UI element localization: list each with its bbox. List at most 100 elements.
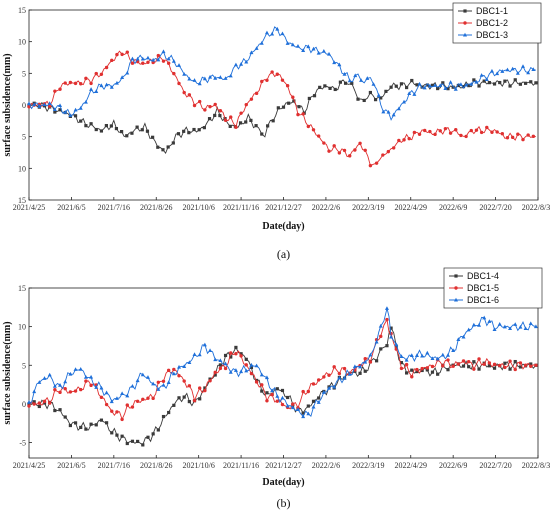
data-point [472, 367, 476, 371]
data-point [321, 48, 326, 53]
data-point [396, 106, 401, 111]
data-point [446, 358, 450, 362]
data-point [358, 364, 363, 369]
data-point [430, 356, 435, 361]
x-tick-label: 2022/6/9 [439, 203, 467, 212]
data-point [120, 75, 125, 80]
data-point [410, 375, 414, 379]
data-point [456, 362, 461, 366]
data-point [280, 78, 285, 82]
data-point [187, 399, 191, 404]
data-point [311, 128, 316, 132]
data-point [171, 371, 176, 376]
y-tick-label: 5 [22, 361, 26, 370]
data-point [99, 72, 104, 76]
data-point [192, 127, 196, 132]
data-point [368, 90, 373, 95]
data-point [529, 80, 533, 84]
data-point [505, 136, 510, 140]
data-point [223, 76, 228, 80]
data-point [182, 90, 186, 95]
data-point [218, 358, 223, 363]
data-point [42, 376, 47, 380]
data-point [285, 41, 290, 45]
data-point [528, 321, 533, 326]
data-point [52, 384, 57, 388]
data-point [467, 84, 471, 88]
data-point [32, 400, 36, 404]
data-point [409, 353, 414, 357]
data-point [285, 403, 290, 408]
data-point [430, 364, 435, 369]
data-point [474, 128, 479, 132]
data-point [120, 434, 124, 438]
data-point [208, 377, 212, 381]
data-point [145, 55, 150, 60]
data-point [516, 132, 520, 136]
data-point [244, 357, 248, 361]
legend-label: DBC1-2 [476, 18, 508, 28]
data-point [166, 368, 171, 373]
data-point [156, 145, 160, 149]
data-point [156, 387, 161, 391]
data-point [223, 366, 228, 371]
data-point [260, 383, 264, 387]
data-point [275, 399, 279, 403]
data-point [271, 119, 275, 123]
data-point [404, 357, 409, 362]
data-point [440, 352, 445, 357]
data-point [187, 384, 192, 388]
x-tick-label: 2022/2/6 [312, 203, 340, 212]
data-point [280, 395, 285, 400]
data-point [441, 364, 445, 368]
data-point [508, 367, 512, 371]
data-point [161, 379, 166, 384]
data-point [156, 380, 161, 384]
data-point [203, 386, 207, 390]
data-point [510, 135, 515, 140]
data-point [386, 109, 391, 114]
data-point [125, 441, 129, 446]
data-point [244, 368, 249, 373]
data-point [371, 82, 376, 86]
y-tick-label: 10 [18, 38, 26, 47]
legend: DBC1-1 DBC1-2 DBC1-3 [452, 2, 542, 44]
data-point [213, 373, 217, 377]
x-tick-label: 2021/6/5 [57, 461, 85, 470]
legend-label: DBC1-4 [467, 271, 499, 281]
data-point [342, 148, 347, 153]
data-point [318, 85, 322, 89]
data-point [192, 103, 197, 108]
legend-marker [463, 32, 467, 37]
data-point [471, 322, 476, 327]
data-point [508, 326, 513, 331]
data-point [89, 422, 93, 426]
data-point [487, 81, 491, 85]
data-point [414, 353, 419, 357]
data-point [213, 102, 217, 107]
data-point [454, 128, 458, 132]
x-tick-label: 2022/3/19 [352, 461, 384, 470]
data-point [391, 112, 396, 117]
data-point [27, 402, 31, 406]
data-point [477, 357, 481, 361]
data-point [394, 342, 399, 347]
data-point [505, 67, 510, 72]
data-point [125, 70, 130, 75]
data-point [534, 81, 538, 85]
data-point [343, 81, 348, 85]
data-point [156, 53, 161, 58]
data-point [254, 124, 258, 128]
data-point [523, 326, 528, 331]
data-point [332, 144, 336, 148]
data-point [291, 95, 295, 99]
data-point [407, 91, 412, 95]
x-tick-label: 2022/8/30 [522, 203, 550, 212]
data-point [228, 124, 232, 128]
y-tick-label: 5 [22, 133, 26, 142]
data-point [125, 50, 129, 54]
data-point [363, 148, 367, 152]
data-point [425, 350, 430, 355]
data-point [37, 401, 42, 405]
data-point [260, 79, 264, 84]
